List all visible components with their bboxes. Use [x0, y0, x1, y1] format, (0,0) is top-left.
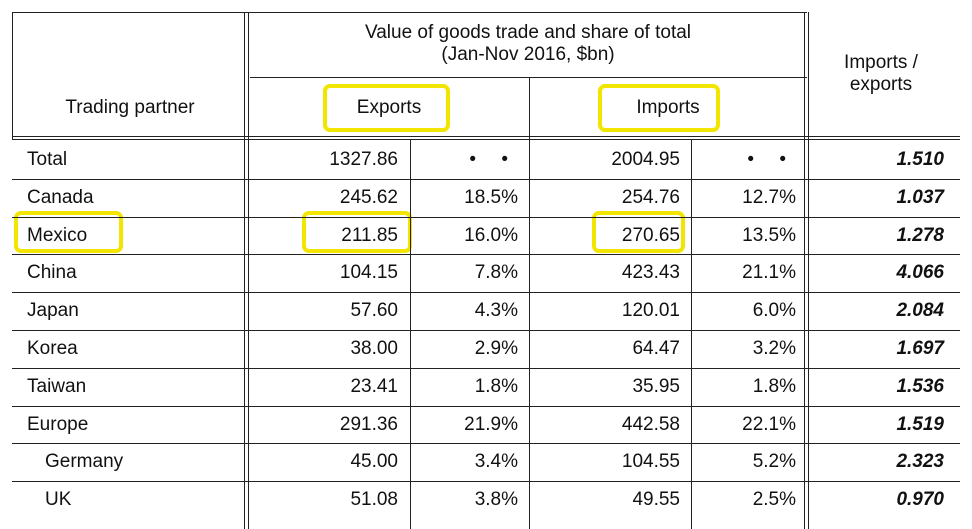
- header-imports-exports: Imports / exports: [808, 52, 954, 96]
- grid-imports-share-sep: [691, 140, 692, 529]
- row-ratio: 2.084: [896, 300, 944, 322]
- grid-top: [12, 12, 807, 13]
- row-exports-share: 3.8%: [474, 489, 518, 511]
- row-imports-share: 3.2%: [752, 338, 796, 359]
- highlight-imports-header: [598, 84, 720, 132]
- row-imports-share: 22.1%: [742, 413, 796, 435]
- row-divider: [12, 254, 960, 255]
- row-exports-share: 18.5%: [464, 186, 518, 208]
- row-divider: [12, 481, 960, 482]
- row-exports-share: • •: [469, 149, 518, 170]
- highlight-exports-header: [323, 84, 450, 132]
- row-exports: 1327.86: [329, 149, 398, 170]
- header-trading-partner: Trading partner: [65, 97, 195, 118]
- grid-left: [12, 12, 13, 140]
- row-partner: Korea: [27, 338, 78, 359]
- row-divider: [12, 368, 960, 369]
- grid-ratio-sep: [804, 12, 809, 529]
- row-imports-share: • •: [747, 149, 796, 170]
- row-imports-share: 21.1%: [742, 262, 796, 284]
- row-exports: 211.85: [341, 224, 398, 246]
- row-ratio: 0.970: [896, 489, 944, 511]
- highlight-mexico-imports: [592, 211, 685, 253]
- row-divider: [12, 217, 960, 218]
- row-divider: [12, 406, 960, 407]
- row-partner: Mexico: [27, 224, 88, 246]
- row-partner: China: [27, 262, 77, 284]
- row-exports-share: 1.8%: [474, 375, 518, 397]
- row-partner: UK: [45, 489, 72, 511]
- row-imports: 254.76: [621, 186, 680, 208]
- row-exports-share: 2.9%: [474, 338, 518, 359]
- row-exports-share: 3.4%: [474, 451, 518, 473]
- row-imports: 270.65: [621, 224, 680, 246]
- row-exports: 245.62: [339, 186, 398, 208]
- row-imports: 423.43: [621, 262, 680, 284]
- row-exports: 23.41: [350, 375, 398, 397]
- header-imports: Imports: [636, 97, 700, 118]
- row-imports-share: 12.7%: [742, 186, 796, 208]
- row-ratio: 1.278: [896, 224, 944, 246]
- row-exports-share: 16.0%: [464, 224, 518, 246]
- row-imports-share: 2.5%: [752, 489, 796, 511]
- grid-exports-share-sep: [410, 140, 411, 529]
- row-partner: Taiwan: [27, 375, 87, 397]
- header-exports: Exports: [356, 97, 422, 118]
- row-imports: 442.58: [621, 413, 680, 435]
- header-ratio-line1: Imports /: [844, 52, 918, 73]
- table-title: Value of goods trade and share of total …: [250, 22, 806, 66]
- row-ratio: 1.536: [896, 375, 944, 397]
- row-partner: Germany: [45, 451, 124, 473]
- row-exports: 104.15: [339, 262, 398, 284]
- row-imports-share: 5.2%: [752, 451, 796, 473]
- row-exports-share: 21.9%: [464, 413, 518, 435]
- grid-subheader: [250, 77, 807, 78]
- row-exports: 38.00: [350, 338, 398, 359]
- table-title-line1: Value of goods trade and share of total: [364, 22, 692, 43]
- row-ratio: 4.066: [896, 262, 944, 284]
- row-ratio: 1.037: [896, 186, 944, 208]
- grid-header-bottom: [12, 136, 960, 140]
- row-ratio: 2.323: [896, 451, 944, 473]
- table-title-line2: (Jan-Nov 2016, $bn): [441, 44, 615, 65]
- row-imports: 104.55: [621, 451, 680, 473]
- row-partner: Japan: [27, 300, 79, 322]
- row-divider: [12, 330, 960, 331]
- row-imports: 2004.95: [611, 149, 680, 170]
- row-ratio: 1.510: [896, 149, 944, 170]
- row-imports: 120.01: [621, 300, 680, 322]
- row-partner: Canada: [27, 186, 94, 208]
- row-ratio: 1.519: [896, 413, 944, 435]
- row-exports: 57.60: [350, 300, 398, 322]
- row-exports: 45.00: [350, 451, 398, 473]
- row-exports-share: 7.8%: [474, 262, 518, 284]
- row-partner: Europe: [27, 413, 89, 435]
- grid-partner-sep: [244, 12, 249, 529]
- row-imports: 49.55: [632, 489, 680, 511]
- row-imports: 35.95: [632, 375, 680, 397]
- row-divider: [12, 179, 960, 180]
- row-exports: 51.08: [350, 489, 398, 511]
- row-exports-share: 4.3%: [474, 300, 518, 322]
- grid-exports-imports-sep: [529, 77, 530, 529]
- row-ratio: 1.697: [896, 338, 944, 359]
- row-divider: [12, 443, 960, 444]
- header-ratio-line2: exports: [849, 74, 913, 95]
- row-partner: Total: [27, 149, 68, 170]
- row-divider: [12, 292, 960, 293]
- row-exports: 291.36: [339, 413, 398, 435]
- row-imports: 64.47: [632, 338, 680, 359]
- row-imports-share: 1.8%: [752, 375, 796, 397]
- highlight-mexico-label: [14, 211, 123, 253]
- row-imports-share: 13.5%: [742, 224, 796, 246]
- row-imports-share: 6.0%: [752, 300, 796, 322]
